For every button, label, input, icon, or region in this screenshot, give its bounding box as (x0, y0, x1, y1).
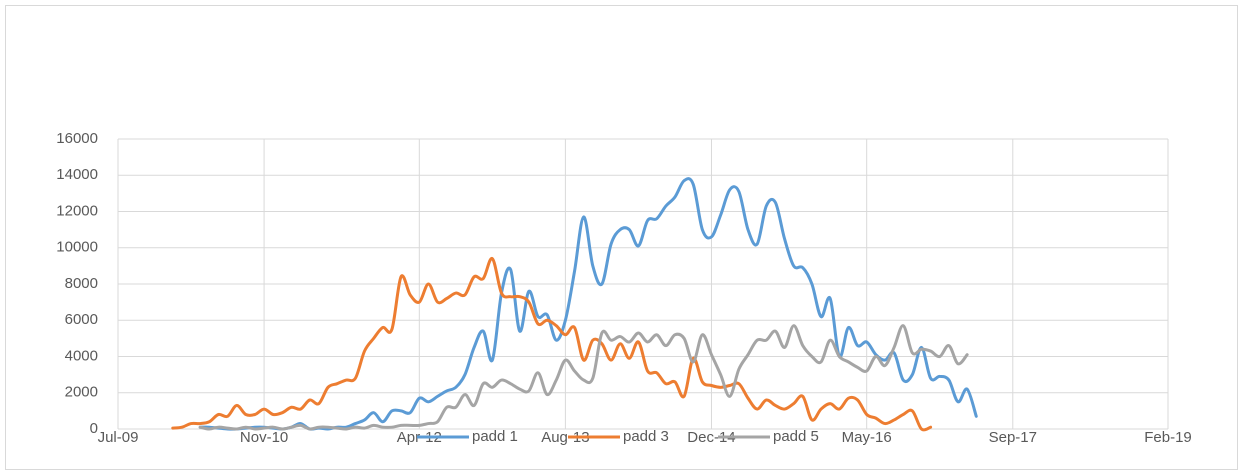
y-tick-label: 6000 (65, 311, 98, 328)
legend-label: padd 1 (472, 428, 518, 445)
y-tick-label: 0 (90, 420, 98, 437)
chart-frame (5, 5, 1238, 470)
y-tick-label: 12000 (56, 202, 98, 219)
legend-label: padd 5 (773, 428, 819, 445)
x-tick-label: Jul-09 (98, 429, 139, 446)
y-tick-label: 2000 (65, 384, 98, 401)
data-line (198, 177, 978, 431)
y-tick-label: 8000 (65, 275, 98, 292)
x-tick-label: May-16 (842, 429, 892, 446)
x-tick-label: Feb-19 (1144, 429, 1192, 446)
x-tick-label: Sep-17 (989, 429, 1037, 446)
y-tick-label: 16000 (56, 130, 98, 147)
y-tick-label: 14000 (56, 166, 98, 183)
data-line (198, 324, 969, 431)
legend-label: padd 3 (623, 428, 669, 445)
x-tick-label: Dec-14 (687, 429, 735, 446)
y-tick-label: 4000 (65, 347, 98, 364)
y-tick-label: 10000 (56, 239, 98, 256)
data-line (171, 257, 933, 432)
x-tick-label: Aug-13 (541, 429, 589, 446)
x-tick-label: Nov-10 (240, 429, 288, 446)
